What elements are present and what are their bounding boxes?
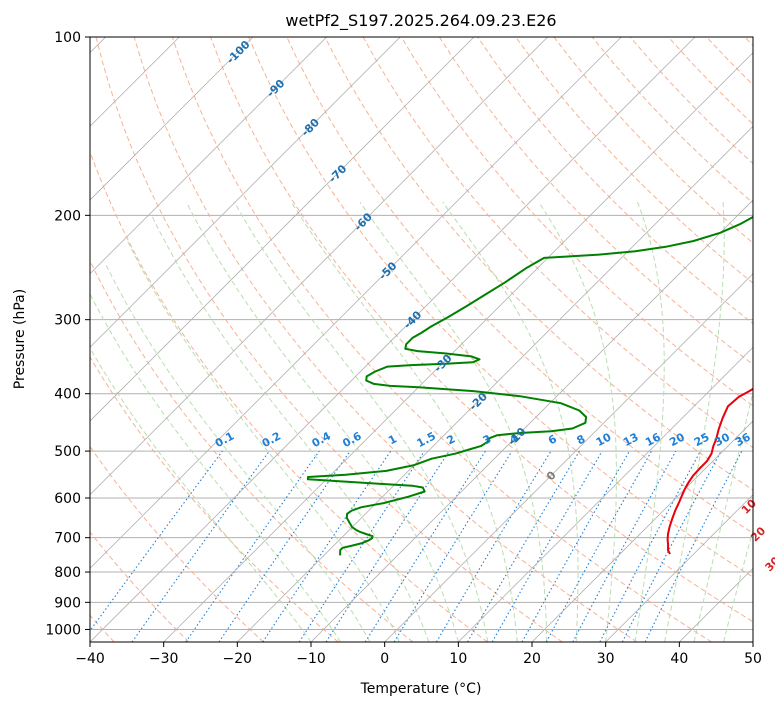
x-tick-label: 10 [449, 651, 467, 667]
moist-adiabat-line [233, 201, 489, 642]
y-tick-label: 800 [54, 565, 81, 581]
dry-adiabat-line [400, 37, 753, 407]
mixing-ratio-label: 36 [733, 430, 753, 449]
mixing-ratio-line [325, 450, 450, 642]
isotherms [90, 37, 753, 642]
dry-adiabat-line [90, 150, 488, 642]
isotherm-line [605, 494, 753, 642]
moist-adiabat-line [90, 293, 341, 642]
mixing-ratio-label: 16 [643, 430, 663, 449]
y-axis-ticks: 100 200 300 400 500 600 700 800 900 1000 [45, 30, 90, 638]
y-tick-label: 100 [54, 30, 81, 46]
x-tick-label: 50 [744, 651, 762, 667]
isotherm-line [90, 37, 327, 275]
y-tick-label: 600 [54, 491, 81, 507]
moist-adiabat-line [90, 347, 312, 642]
plot-area [90, 37, 753, 642]
dry-adiabat-line [248, 37, 753, 578]
isotherm-line [90, 37, 696, 642]
y-tick-label: 900 [54, 595, 81, 611]
isotherm-line [310, 199, 753, 642]
sounding-series [306, 215, 753, 556]
mixing-ratio-line [545, 450, 653, 642]
mixing-ratio-line [262, 450, 392, 642]
mixing-ratio-lines [90, 450, 743, 642]
chart-title: wetPf2_S197.2025.264.09.23.E26 [285, 11, 556, 31]
isotherm-line [90, 37, 548, 496]
moist-adiabat-line [634, 201, 665, 642]
mixing-ratio-line [185, 450, 320, 642]
temperature-profile-line [666, 387, 753, 555]
plot-frame [89, 36, 754, 643]
pressure-gridlines [90, 37, 753, 630]
isotherm-line [90, 37, 401, 348]
isotherm-line [384, 273, 753, 642]
y-tick-label: 1000 [45, 622, 81, 638]
dewpoint-profile-line [306, 215, 753, 556]
y-tick-label: 400 [54, 387, 81, 403]
isotherm-line [163, 52, 753, 642]
mixing-ratio-line [393, 450, 513, 642]
moist-adiabat-line [538, 201, 617, 642]
moist-adiabat-line [359, 201, 548, 642]
mixing-ratio-label: 25 [692, 430, 712, 449]
x-tick-label: 20 [523, 651, 541, 667]
dry-adiabat-line [324, 37, 753, 491]
y-tick-label: 500 [54, 444, 81, 460]
mixing-ratio-line [521, 450, 630, 642]
mixing-ratio-line [90, 450, 223, 632]
y-tick-label: 700 [54, 531, 81, 547]
dry-adiabat-line [133, 37, 638, 642]
mixing-ratio-line [298, 450, 425, 642]
y-axis-label: Pressure (hPa) [12, 289, 28, 389]
moist-adiabat-line [693, 390, 753, 642]
x-tick-label: −20 [223, 651, 253, 667]
dry-adiabat-line [171, 37, 712, 642]
moist-adiabat-line [664, 202, 725, 642]
isotherm-line [90, 37, 622, 569]
dry-adiabat-line [90, 445, 264, 642]
mixing-ratio-line [644, 450, 743, 642]
isotherm-line [458, 346, 753, 642]
dry-adiabat-line [95, 37, 563, 642]
x-tick-label: −30 [149, 651, 179, 667]
x-axis-label: Temperature (°C) [360, 681, 482, 697]
dry-adiabat-line [90, 531, 190, 642]
isotherm-line [237, 125, 753, 642]
x-tick-label: 30 [597, 651, 615, 667]
mixing-ratio-line [572, 450, 677, 642]
moist-adiabat-line [104, 262, 371, 642]
mixing-ratio-label: 13 [621, 430, 641, 449]
mixing-ratio-label: 20 [667, 430, 687, 449]
mixing-ratio-line [218, 450, 351, 642]
dry-adiabat-line [210, 37, 753, 623]
dry-adiabat-line [90, 356, 339, 642]
mixing-ratio-label: 10 [594, 430, 614, 449]
mixing-ratio-line [131, 450, 270, 642]
isotherm-line [531, 420, 753, 642]
moist-adiabat-line [290, 201, 518, 642]
mixing-ratio-label: 30 [712, 430, 732, 449]
x-tick-label: 40 [670, 651, 688, 667]
dry-adiabats [90, 37, 753, 642]
x-axis-ticks: −40 −30 −20 −10 0 10 20 30 40 50 [75, 642, 762, 667]
x-tick-label: −10 [296, 651, 326, 667]
isotherm-line [90, 37, 475, 422]
dry-adiabat-line [438, 37, 753, 366]
y-tick-label: 200 [54, 208, 81, 224]
y-tick-label: 300 [54, 313, 81, 329]
x-tick-label: 0 [380, 651, 389, 667]
moist-adiabat-line [185, 201, 459, 642]
isotherm-line [90, 37, 254, 201]
moist-adiabat-line [126, 239, 400, 642]
dry-adiabat-line [515, 37, 753, 284]
x-tick-label: −40 [75, 651, 105, 667]
